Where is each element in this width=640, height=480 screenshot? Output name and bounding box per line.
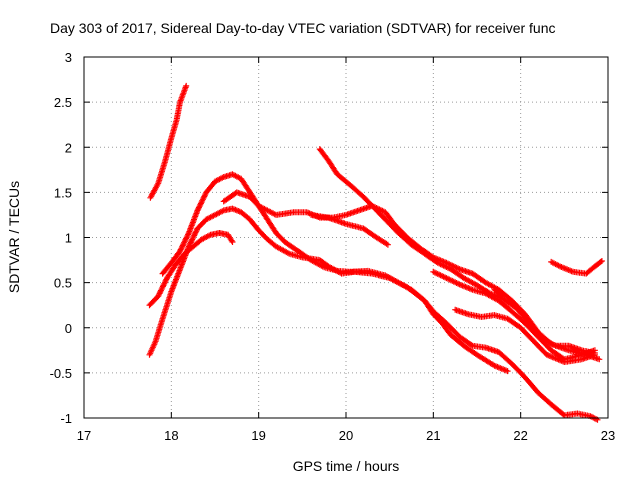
series-markers (220, 189, 603, 363)
axis-ticks: 17 18 19 20 21 22 23 -1 -0.5 0 0.5 1 1.5 2 2.5 3 (50, 50, 616, 443)
y-tick-label: -1 (60, 411, 72, 426)
series-markers (146, 230, 236, 309)
y-tick-label: 0.5 (54, 276, 72, 291)
series-markers (146, 205, 511, 375)
series-H (430, 268, 598, 363)
series-A (147, 82, 190, 201)
x-tick-label: 19 (251, 428, 265, 443)
series-E (220, 189, 603, 363)
y-tick-label: -0.5 (50, 366, 72, 381)
x-tick-label: 17 (77, 428, 91, 443)
y-tick-label: 1.5 (54, 185, 72, 200)
chart-title: Day 303 of 2017, Sidereal Day-to-day VTE… (50, 20, 556, 36)
series-B (146, 205, 511, 375)
series-markers (316, 146, 598, 356)
series-C (146, 230, 236, 309)
x-tick-label: 22 (513, 428, 527, 443)
x-tick-label: 23 (601, 428, 615, 443)
grid (84, 57, 608, 418)
series-D (159, 171, 601, 423)
plot-frame (83, 56, 609, 419)
series-markers (159, 171, 601, 423)
series-K (548, 258, 605, 277)
x-axis-label: GPS time / hours (293, 458, 400, 474)
x-tick-label: 20 (339, 428, 353, 443)
series-markers (430, 268, 598, 363)
data-series (146, 82, 605, 423)
series-markers (491, 286, 507, 300)
y-tick-label: 1 (65, 231, 72, 246)
series-markers (147, 82, 190, 201)
series-G (308, 211, 391, 248)
y-tick-label: 2 (65, 140, 72, 155)
series-markers (308, 211, 391, 248)
series-markers (548, 258, 605, 277)
series-I (452, 306, 598, 365)
series-markers (452, 306, 598, 365)
x-tick-label: 21 (426, 428, 440, 443)
y-tick-label: 0 (65, 321, 72, 336)
y-tick-label: 3 (65, 50, 72, 65)
y-tick-label: 2.5 (54, 95, 72, 110)
y-axis-label: SDTVAR / TECUs (6, 181, 22, 293)
series-F (316, 146, 598, 356)
series-J (491, 286, 507, 300)
x-tick-label: 18 (164, 428, 178, 443)
